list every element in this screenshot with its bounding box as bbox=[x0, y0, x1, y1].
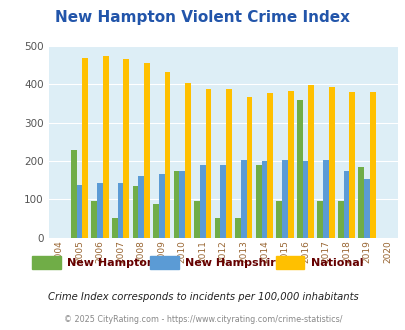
Bar bbox=[255, 165, 261, 238]
Bar bbox=[91, 201, 97, 238]
Bar bbox=[199, 165, 205, 238]
Bar bbox=[158, 175, 164, 238]
Bar bbox=[220, 165, 226, 238]
Bar bbox=[123, 59, 129, 238]
Bar bbox=[287, 91, 293, 238]
Bar bbox=[261, 161, 266, 238]
Bar bbox=[97, 183, 103, 238]
Bar bbox=[185, 82, 190, 238]
Text: Crime Index corresponds to incidents per 100,000 inhabitants: Crime Index corresponds to incidents per… bbox=[47, 292, 358, 302]
Bar bbox=[173, 171, 179, 238]
Bar bbox=[266, 93, 272, 238]
Text: © 2025 CityRating.com - https://www.cityrating.com/crime-statistics/: © 2025 CityRating.com - https://www.city… bbox=[64, 315, 341, 324]
Bar bbox=[214, 218, 220, 238]
Bar bbox=[369, 92, 375, 238]
Bar bbox=[144, 63, 149, 238]
Bar bbox=[307, 85, 313, 238]
Bar bbox=[349, 92, 354, 238]
Bar bbox=[302, 161, 307, 238]
Bar bbox=[226, 89, 231, 238]
Bar bbox=[281, 160, 287, 238]
Bar bbox=[164, 72, 170, 238]
Text: National: National bbox=[310, 258, 362, 268]
Bar bbox=[358, 167, 363, 238]
Bar bbox=[82, 58, 88, 238]
Bar bbox=[241, 160, 246, 238]
Bar bbox=[317, 201, 322, 238]
Bar bbox=[112, 218, 117, 238]
Bar bbox=[246, 97, 252, 238]
Bar bbox=[194, 201, 199, 238]
Bar bbox=[132, 186, 138, 238]
Bar bbox=[234, 218, 241, 238]
Text: New Hampton Violent Crime Index: New Hampton Violent Crime Index bbox=[55, 10, 350, 25]
Bar bbox=[117, 183, 123, 238]
Text: New Hampton: New Hampton bbox=[67, 258, 154, 268]
Bar bbox=[205, 89, 211, 238]
Bar bbox=[276, 201, 281, 238]
Bar bbox=[153, 204, 158, 238]
Bar bbox=[337, 201, 343, 238]
Bar bbox=[103, 56, 109, 238]
Bar bbox=[363, 180, 369, 238]
Bar bbox=[77, 185, 82, 238]
Text: New Hampshire: New Hampshire bbox=[184, 258, 282, 268]
Bar bbox=[328, 87, 334, 238]
Bar bbox=[322, 160, 328, 238]
Bar bbox=[71, 149, 77, 238]
Bar bbox=[138, 176, 144, 238]
Bar bbox=[296, 100, 302, 238]
Bar bbox=[343, 171, 349, 238]
Bar bbox=[179, 171, 185, 238]
